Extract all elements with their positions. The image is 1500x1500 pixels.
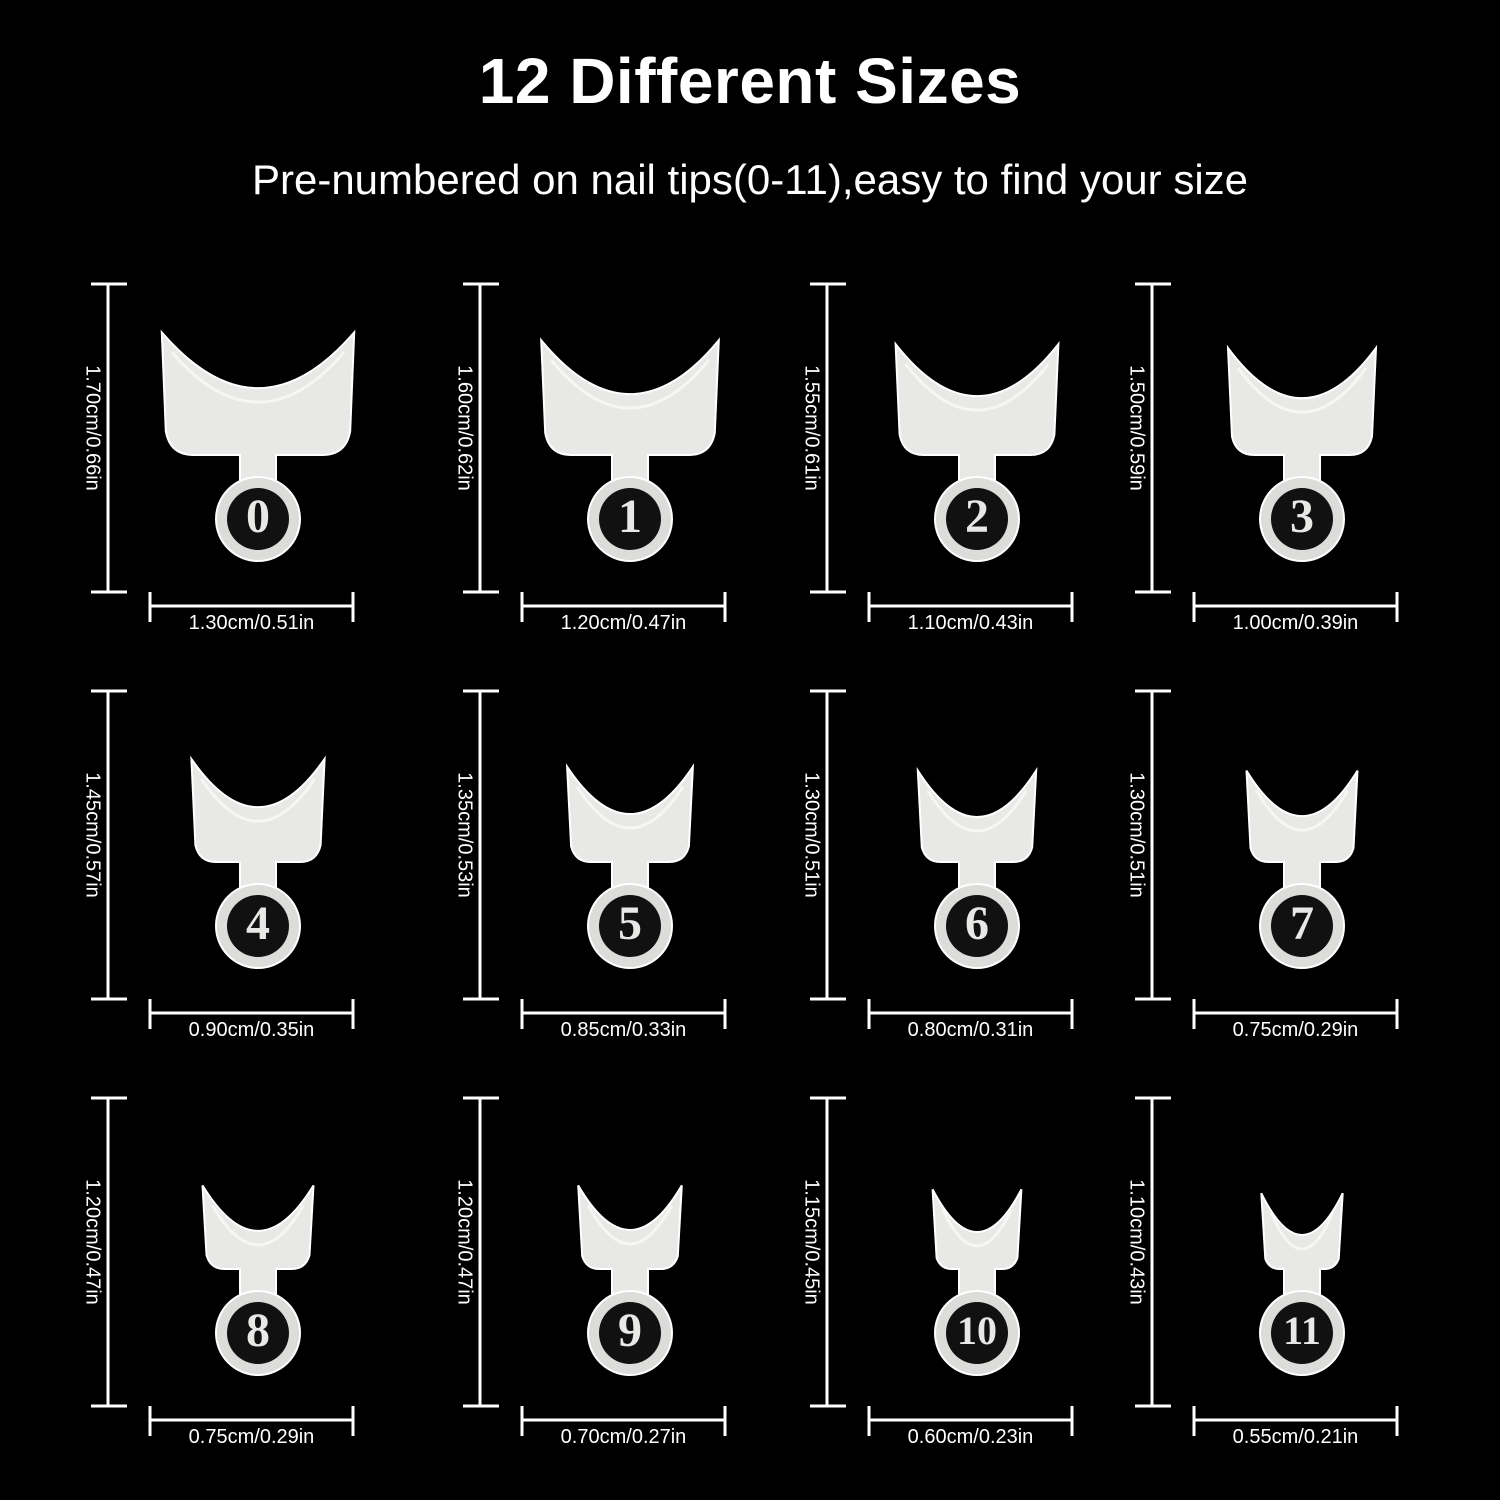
tip-number: 10	[957, 1308, 997, 1353]
width-dimension-line	[520, 592, 727, 622]
width-label: 1.30cm/0.51in	[189, 612, 315, 634]
width-label: 0.80cm/0.31in	[908, 1019, 1034, 1041]
height-label: 1.30cm/0.51in	[1126, 772, 1148, 898]
width-label: 1.20cm/0.47in	[561, 612, 687, 634]
tip-number: 0	[246, 490, 270, 543]
width-dimension-line	[1192, 1406, 1399, 1436]
nail-tip-shape: 6	[916, 766, 1038, 969]
height-dimension-line	[810, 689, 846, 1001]
height-dimension-line	[810, 1096, 846, 1408]
width-dimension-line	[867, 999, 1074, 1029]
nail-tip-cell-9: 1.20cm/0.47in 0.70cm/0.27in 9	[454, 1096, 727, 1448]
nail-tip-cell-8: 1.20cm/0.47in 0.75cm/0.29in 8	[82, 1096, 355, 1448]
nail-tip-shape: 4	[190, 755, 326, 969]
nail-tip-cell-2: 1.55cm/0.61in 1.10cm/0.43in 2	[801, 282, 1074, 634]
nail-tip-shape: 10	[931, 1188, 1023, 1376]
tip-number: 4	[246, 897, 270, 950]
height-label: 1.15cm/0.45in	[801, 1179, 823, 1305]
height-label: 1.20cm/0.47in	[82, 1179, 104, 1305]
height-dimension-line	[463, 689, 499, 1001]
height-label: 1.50cm/0.59in	[1126, 365, 1148, 491]
width-dimension-line	[1192, 999, 1399, 1029]
width-dimension-line	[148, 1406, 355, 1436]
tip-number: 2	[965, 490, 989, 543]
tip-number: 9	[618, 1304, 642, 1357]
height-dimension-line	[91, 689, 127, 1001]
width-dimension-line	[867, 592, 1074, 622]
nail-tip-cell-4: 1.45cm/0.57in 0.90cm/0.35in 4	[82, 689, 355, 1041]
nail-tip-cell-1: 1.60cm/0.62in 1.20cm/0.47in 1	[454, 282, 727, 634]
width-label: 0.75cm/0.29in	[1233, 1019, 1359, 1041]
height-dimension-line	[463, 282, 499, 594]
nail-tip-shape: 5	[565, 763, 695, 969]
nail-tip-cell-10: 1.15cm/0.45in 0.60cm/0.23in 10	[801, 1096, 1074, 1448]
width-label: 0.75cm/0.29in	[189, 1426, 315, 1448]
nail-tip-shape: 9	[577, 1184, 683, 1376]
tip-number: 3	[1290, 490, 1314, 543]
nail-tip-shape: 0	[160, 329, 356, 562]
nail-tip-shape: 8	[201, 1184, 315, 1376]
nail-tip-cell-6: 1.30cm/0.51in 0.80cm/0.31in 6	[801, 689, 1074, 1041]
height-dimension-line	[1135, 282, 1171, 594]
height-dimension-line	[463, 1096, 499, 1408]
width-label: 1.10cm/0.43in	[908, 612, 1034, 634]
height-label: 1.55cm/0.61in	[801, 365, 823, 491]
nail-tip-cell-0: 1.70cm/0.66in 1.30cm/0.51in 0	[82, 282, 356, 634]
nail-tip-shape: 1	[540, 337, 720, 562]
nail-tip-cell-3: 1.50cm/0.59in 1.00cm/0.39in 3	[1126, 282, 1399, 634]
width-dimension-line	[867, 1406, 1074, 1436]
width-label: 0.55cm/0.21in	[1233, 1426, 1359, 1448]
height-dimension-line	[1135, 689, 1171, 1001]
height-dimension-line	[91, 1096, 127, 1408]
width-dimension-line	[520, 999, 727, 1029]
tip-number: 11	[1283, 1308, 1321, 1353]
nail-tip-cell-7: 1.30cm/0.51in 0.75cm/0.29in 7	[1126, 689, 1399, 1041]
tip-number: 7	[1290, 897, 1314, 950]
tip-number: 6	[965, 897, 989, 950]
nail-tip-cell-5: 1.35cm/0.53in 0.85cm/0.33in 5	[454, 689, 727, 1041]
height-label: 1.70cm/0.66in	[82, 365, 104, 491]
height-label: 1.45cm/0.57in	[82, 772, 104, 898]
tip-number: 8	[246, 1304, 270, 1357]
tip-number: 1	[618, 490, 642, 543]
width-dimension-line	[520, 1406, 727, 1436]
nail-tip-shape: 3	[1226, 344, 1378, 562]
width-dimension-line	[148, 592, 355, 622]
width-label: 0.70cm/0.27in	[561, 1426, 687, 1448]
height-dimension-line	[810, 282, 846, 594]
width-label: 0.85cm/0.33in	[561, 1019, 687, 1041]
width-label: 1.00cm/0.39in	[1233, 612, 1359, 634]
width-dimension-line	[1192, 592, 1399, 622]
height-label: 1.60cm/0.62in	[454, 365, 476, 491]
tip-number: 5	[618, 897, 642, 950]
height-label: 1.35cm/0.53in	[454, 772, 476, 898]
nail-tip-shape: 11	[1259, 1192, 1345, 1376]
height-label: 1.20cm/0.47in	[454, 1179, 476, 1305]
nail-tip-shape: 7	[1245, 770, 1359, 969]
width-label: 0.90cm/0.35in	[189, 1019, 315, 1041]
height-dimension-line	[91, 282, 127, 594]
nail-tip-shape: 2	[894, 341, 1060, 562]
width-label: 0.60cm/0.23in	[908, 1426, 1034, 1448]
width-dimension-line	[148, 999, 355, 1029]
height-label: 1.30cm/0.51in	[801, 772, 823, 898]
nail-tip-cell-11: 1.10cm/0.43in 0.55cm/0.21in 11	[1126, 1096, 1399, 1448]
height-label: 1.10cm/0.43in	[1126, 1179, 1148, 1305]
page-subtitle: Pre-numbered on nail tips(0-11),easy to …	[251, 156, 1249, 203]
page-title: 12 Different Sizes	[478, 45, 1022, 117]
height-dimension-line	[1135, 1096, 1171, 1408]
